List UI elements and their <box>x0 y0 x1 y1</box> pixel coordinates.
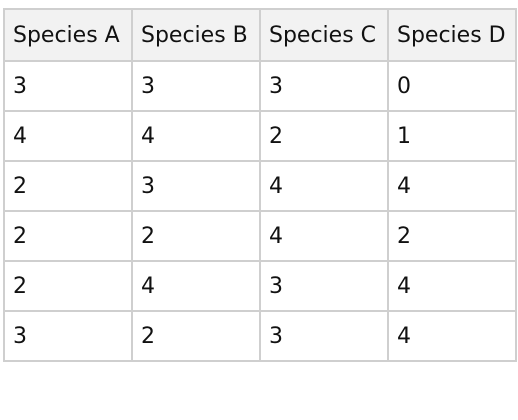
table-cell: 4 <box>131 260 261 312</box>
table-header: Species A Species B Species C Species D <box>3 8 517 62</box>
table-cell: 3 <box>259 260 389 312</box>
table-cell: 4 <box>387 160 517 212</box>
column-header-species-d: Species D <box>387 8 517 62</box>
table-cell: 2 <box>3 160 133 212</box>
table-cell: 3 <box>259 60 389 112</box>
data-table: Species A Species B Species C Species D … <box>3 8 517 362</box>
table-cell: 1 <box>387 110 517 162</box>
table-cell: 2 <box>259 110 389 162</box>
table-cell: 4 <box>259 210 389 262</box>
column-header-species-c: Species C <box>259 8 389 62</box>
table-row: 2 3 4 4 <box>3 160 517 212</box>
table-row: 2 2 4 2 <box>3 210 517 262</box>
table-row: 3 2 3 4 <box>3 310 517 362</box>
table-cell: 0 <box>387 60 517 112</box>
table-row: 3 3 3 0 <box>3 60 517 112</box>
table-cell: 4 <box>387 260 517 312</box>
table-cell: 3 <box>131 160 261 212</box>
table-cell: 4 <box>259 160 389 212</box>
table-cell: 2 <box>131 310 261 362</box>
table-row: 4 4 2 1 <box>3 110 517 162</box>
table-cell: 2 <box>3 210 133 262</box>
column-header-species-a: Species A <box>3 8 133 62</box>
header-row: Species A Species B Species C Species D <box>3 8 517 62</box>
table-cell: 3 <box>131 60 261 112</box>
table-cell: 3 <box>3 60 133 112</box>
table-cell: 2 <box>131 210 261 262</box>
data-table-container: Species A Species B Species C Species D … <box>3 8 517 362</box>
table-cell: 3 <box>259 310 389 362</box>
table-cell: 3 <box>3 310 133 362</box>
table-cell: 4 <box>131 110 261 162</box>
table-row: 2 4 3 4 <box>3 260 517 312</box>
table-cell: 4 <box>3 110 133 162</box>
table-cell: 2 <box>3 260 133 312</box>
table-cell: 2 <box>387 210 517 262</box>
table-cell: 4 <box>387 310 517 362</box>
column-header-species-b: Species B <box>131 8 261 62</box>
table-body: 3 3 3 0 4 4 2 1 2 3 4 4 2 2 4 2 <box>3 60 517 362</box>
